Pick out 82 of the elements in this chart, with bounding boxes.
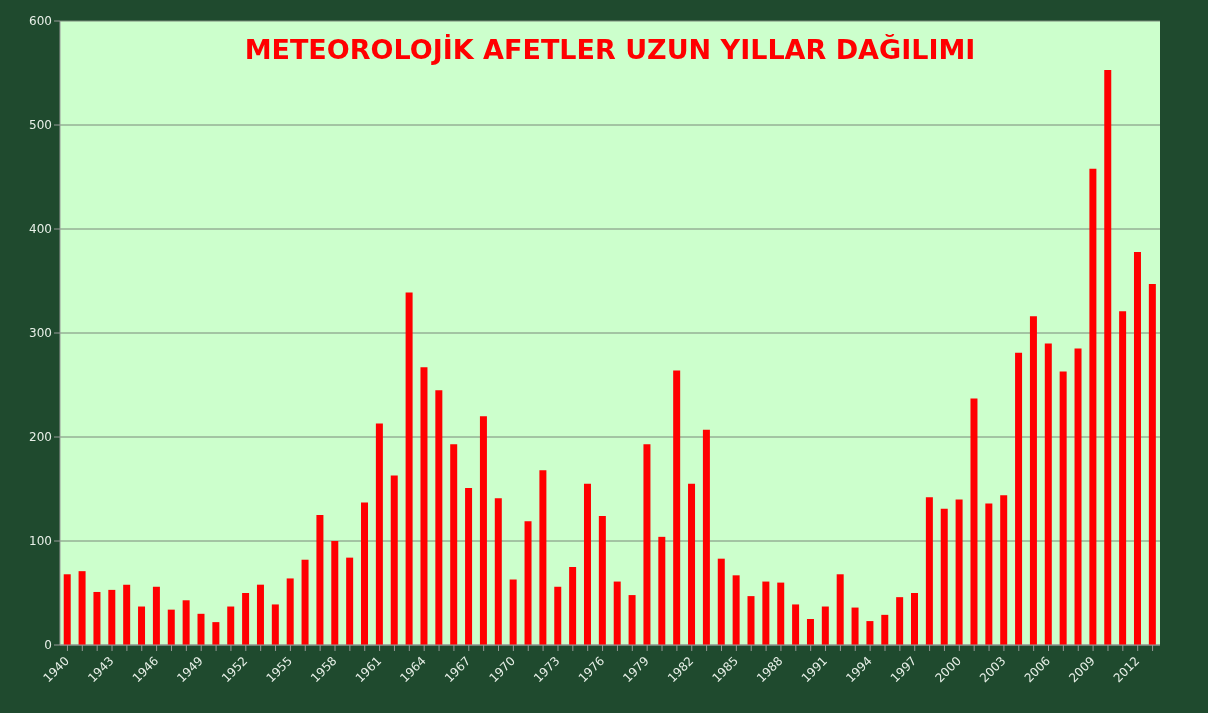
bar	[346, 557, 354, 645]
bar	[1074, 348, 1082, 645]
y-tick-label: 400	[29, 222, 52, 237]
text: METEOROLOJİK AFETLER UZUN YILLAR DAĞILIMI	[243, 34, 977, 65]
bar	[479, 416, 487, 645]
bar	[688, 483, 696, 645]
bar	[78, 571, 86, 645]
y-tick-label: 500	[29, 118, 52, 133]
y-tick-label: 0	[44, 638, 52, 653]
bar	[1104, 69, 1112, 645]
bar	[138, 606, 146, 645]
bar	[1148, 284, 1156, 645]
bar	[806, 619, 814, 645]
bar	[911, 593, 919, 645]
bar	[286, 578, 294, 645]
y-tick-label: 300	[29, 326, 52, 341]
bar	[1029, 316, 1037, 645]
bar	[702, 429, 710, 645]
bar	[182, 600, 190, 645]
bar	[1119, 311, 1127, 645]
bar	[925, 497, 933, 645]
bar	[167, 609, 175, 645]
bar	[152, 586, 160, 645]
bar	[955, 499, 963, 645]
bar	[554, 586, 562, 645]
bar	[271, 604, 279, 645]
bar	[465, 487, 473, 645]
bar	[985, 503, 993, 645]
bar	[613, 581, 621, 645]
bar	[361, 502, 369, 645]
bar	[569, 567, 577, 645]
bar	[777, 582, 785, 645]
bar	[643, 444, 651, 645]
bar	[405, 292, 413, 645]
bar	[836, 574, 844, 645]
bar	[494, 498, 502, 645]
bar	[881, 614, 889, 645]
bar	[450, 444, 458, 645]
bar	[301, 559, 309, 645]
bar	[539, 470, 547, 645]
y-tick-label: 200	[29, 430, 52, 445]
bar	[1044, 343, 1052, 645]
bar	[93, 591, 101, 645]
bar	[435, 390, 443, 645]
bar	[1089, 168, 1097, 645]
bar	[792, 604, 800, 645]
y-tick-label: 600	[29, 14, 52, 29]
bar	[717, 558, 725, 645]
bar	[866, 621, 874, 645]
bar	[316, 515, 324, 645]
bar	[123, 584, 131, 645]
bar	[583, 483, 591, 645]
bar	[1059, 371, 1067, 645]
bar	[896, 597, 904, 645]
bar	[1015, 352, 1023, 645]
bar	[420, 367, 428, 645]
bar	[732, 575, 740, 645]
bar	[63, 574, 71, 645]
bar	[256, 584, 264, 645]
bar	[673, 370, 681, 645]
bar	[970, 398, 978, 645]
y-tick-label: 100	[29, 534, 52, 549]
bar	[331, 541, 339, 645]
bar	[821, 606, 829, 645]
bar	[509, 579, 517, 645]
bar	[242, 593, 250, 645]
bar	[390, 475, 398, 645]
bar	[197, 613, 205, 645]
bar	[658, 536, 666, 645]
bar	[524, 521, 532, 645]
bar	[212, 622, 220, 645]
bar	[598, 516, 606, 645]
bar	[227, 606, 235, 645]
bar	[375, 423, 383, 645]
bar	[1133, 251, 1141, 645]
bar	[747, 596, 755, 645]
bar	[108, 589, 116, 645]
bar	[851, 607, 859, 645]
bar	[1000, 495, 1008, 645]
bar	[762, 581, 770, 645]
bar	[940, 508, 948, 645]
bar	[628, 595, 636, 645]
